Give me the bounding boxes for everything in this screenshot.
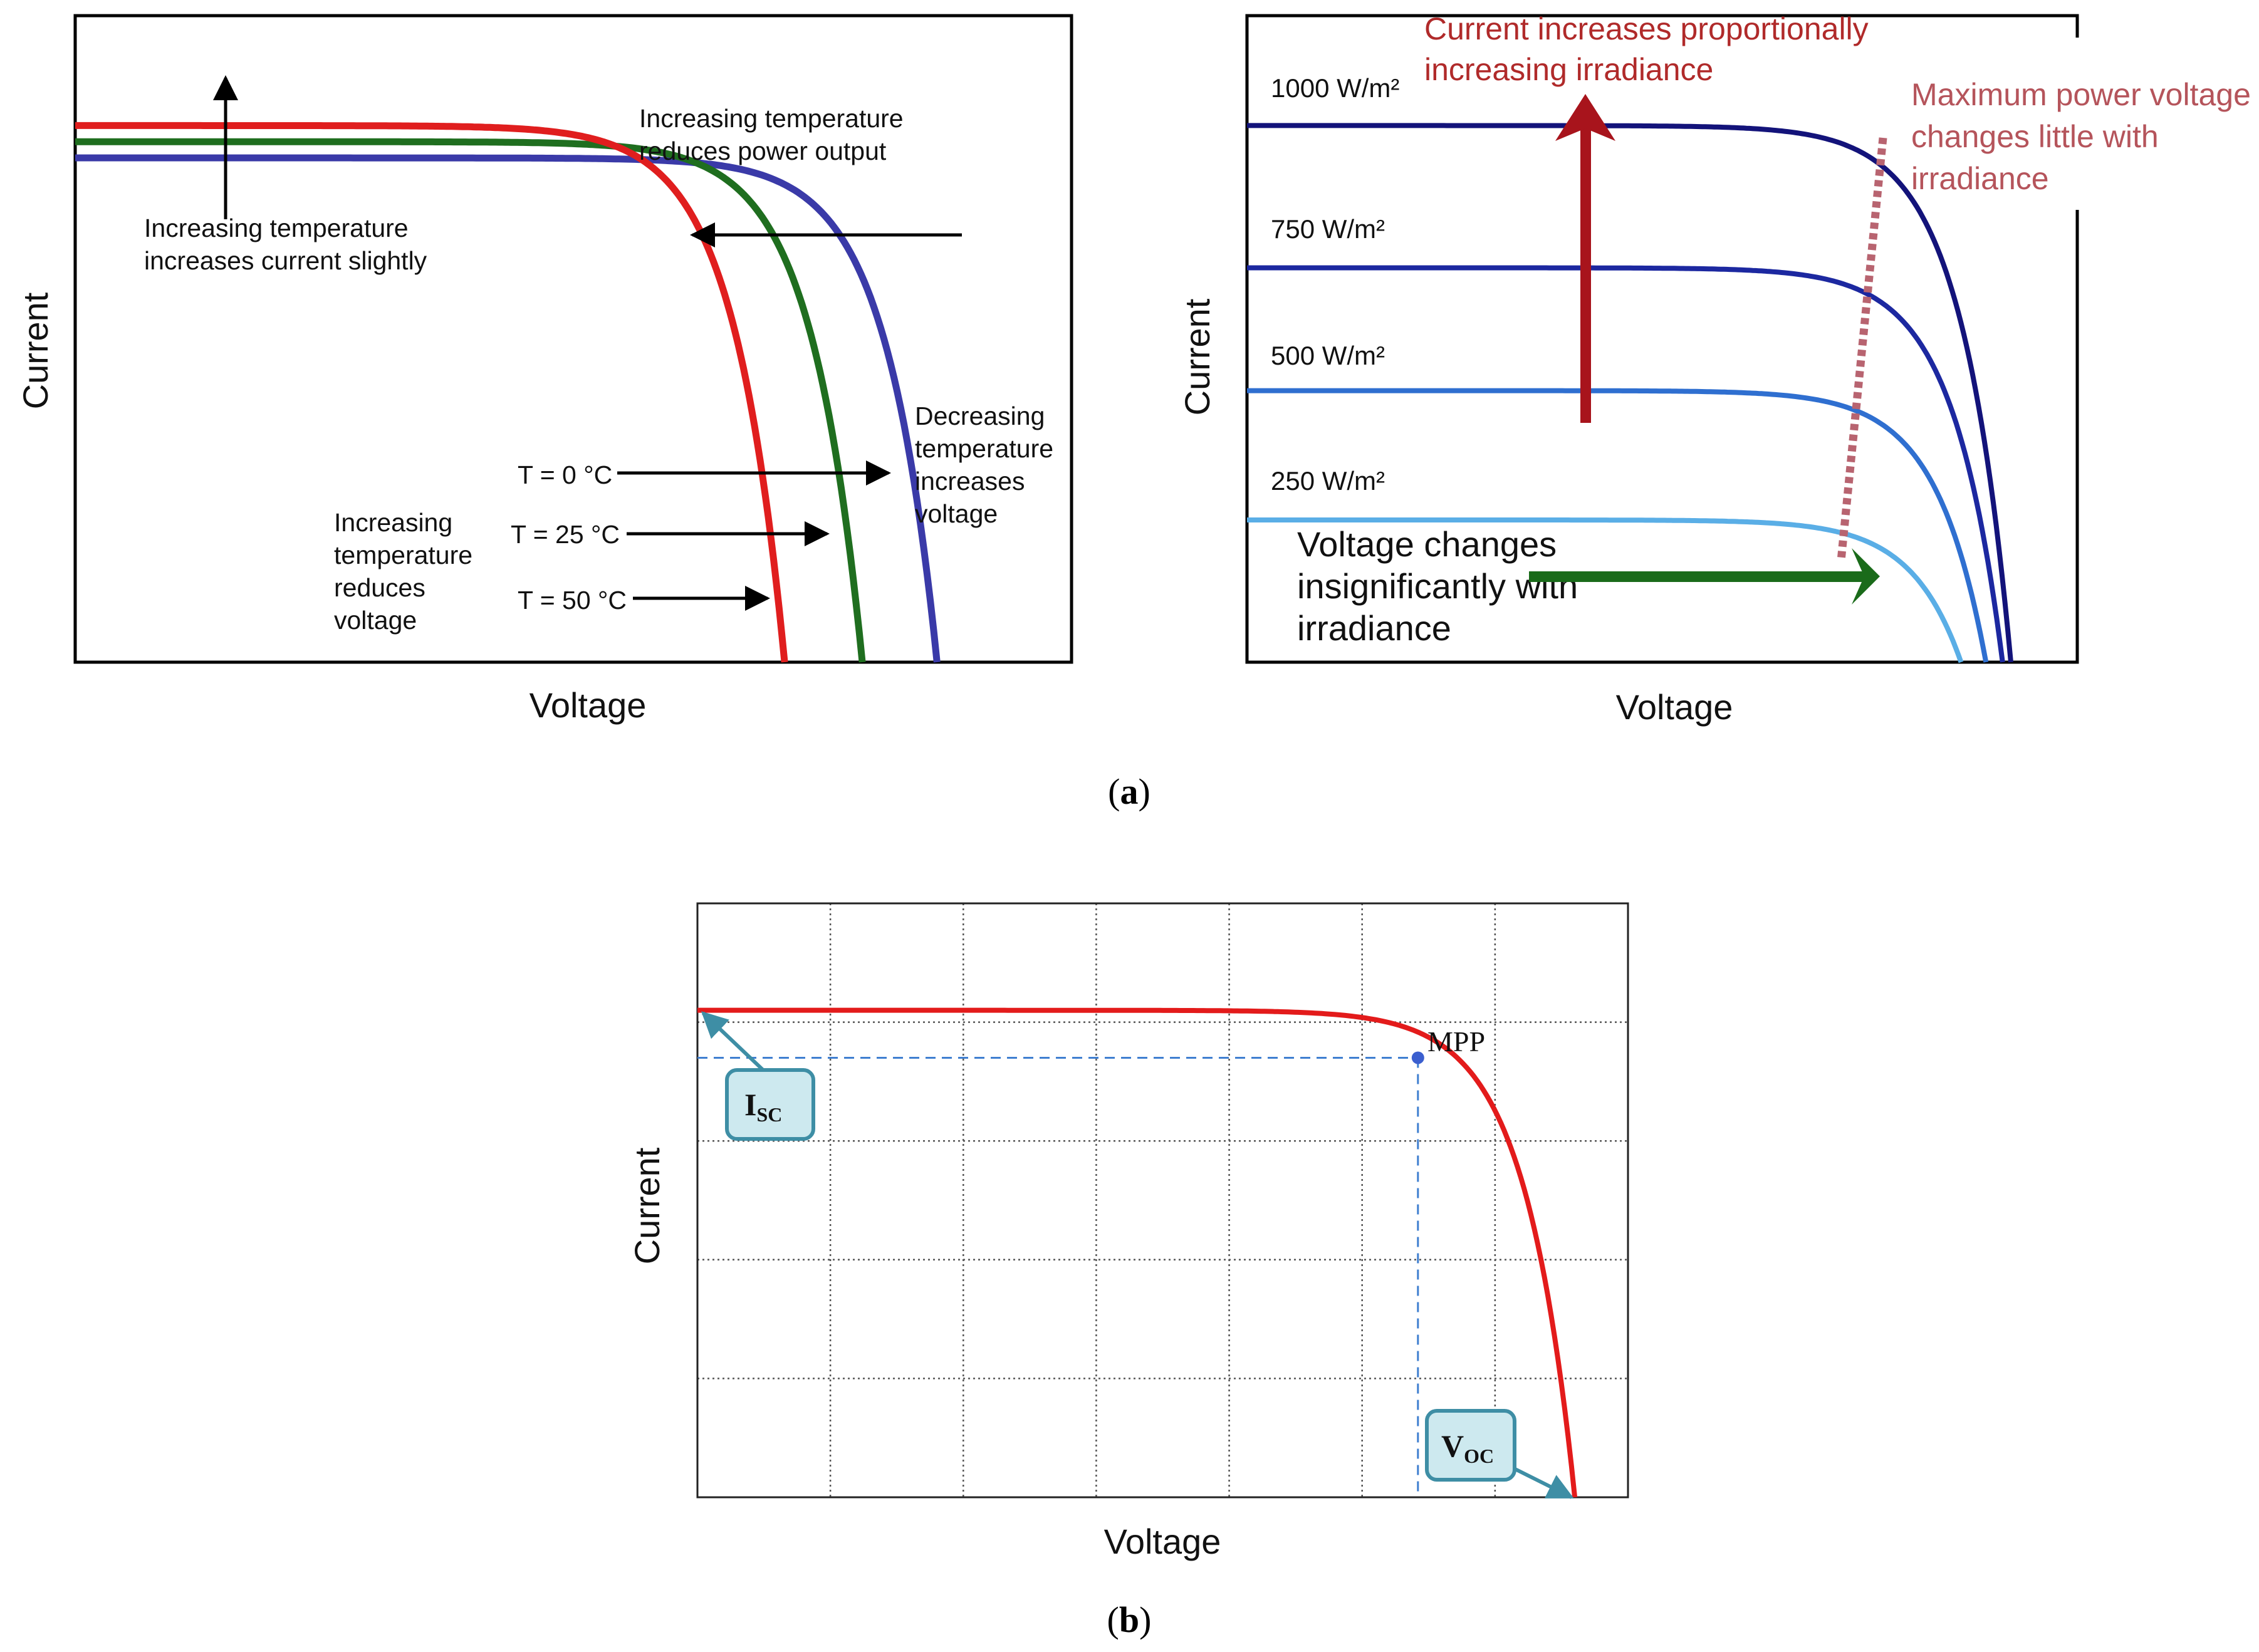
temp-note-voltdown-3: reduces <box>334 573 425 602</box>
irr-note-volt-3: irradiance <box>1297 608 1451 648</box>
irr-volt-arrow-shaft <box>1529 571 1867 582</box>
b-mpp-label: MPP <box>1427 1026 1485 1057</box>
b-iv-curve <box>697 1007 1578 1498</box>
b-ylabel: Current <box>627 1147 667 1264</box>
irr-curve-1 <box>1247 265 2005 663</box>
panel-temperature: Current Voltage Increasing temperature i… <box>16 14 1073 725</box>
irr-note-mpp-1: Maximum power voltage <box>1911 77 2251 112</box>
temp-note-current-1: Increasing temperature <box>144 214 409 242</box>
irr-label-500: 500 W/m² <box>1271 341 1385 370</box>
temp-note-voltdown-1: Increasing <box>334 508 452 537</box>
caption-a: (a) <box>1108 771 1150 812</box>
b-curve <box>697 1007 1578 1498</box>
irr-note-current-1: Current increases proportionally <box>1424 11 1869 46</box>
b-isc-callout <box>725 1068 815 1141</box>
temp-note-current-2: increases current slightly <box>144 246 427 275</box>
b-grid <box>697 903 1628 1497</box>
temp-curve-2 <box>74 122 788 663</box>
irr-note-mpp-2: changes little with <box>1911 119 2159 154</box>
b-mpp-point <box>1411 1051 1424 1064</box>
temp-ylabel: Current <box>16 292 55 409</box>
temp-note-voltup-1: Decreasing <box>915 402 1045 430</box>
temp-label-t0: T = 0 °C <box>518 460 612 489</box>
temp-note-voltdown-2: temperature <box>334 541 472 569</box>
irr-curve-2 <box>1247 388 1989 663</box>
irr-current-arrow-head <box>1555 94 1615 141</box>
irr-note-current-2: increasing irradiance <box>1424 52 1713 87</box>
panel-b: Current Voltage MPP ISC VOC <box>627 902 1629 1561</box>
temp-note-voltup-4: voltage <box>915 499 998 528</box>
irr-label-1000: 1000 W/m² <box>1271 73 1399 103</box>
b-guides <box>697 1056 1419 1497</box>
b-voc-label: VOC <box>1441 1428 1494 1467</box>
temp-note-power-2: reduces power output <box>639 137 887 165</box>
irr-plot-frame <box>1245 14 2079 664</box>
temp-note-voltup-3: increases <box>915 467 1025 496</box>
b-voc-callout <box>1425 1409 1516 1482</box>
irr-note-volt-1: Voltage changes <box>1297 524 1557 564</box>
irr-current-arrow-shaft <box>1580 128 1591 423</box>
temp-curves <box>74 122 941 663</box>
temp-curve-0 <box>75 154 941 663</box>
b-isc-pointer <box>701 1011 768 1074</box>
b-plot-frame <box>696 902 1629 1499</box>
temp-label-t50: T = 50 °C <box>518 586 627 615</box>
b-isc-label: ISC <box>744 1087 782 1126</box>
irr-xlabel: Voltage <box>1616 687 1733 727</box>
temp-xlabel: Voltage <box>530 685 647 725</box>
irr-label-750: 750 W/m² <box>1271 214 1385 244</box>
irr-note-mpp-3: irradiance <box>1911 161 2049 196</box>
temp-note-voltdown-4: voltage <box>334 606 417 635</box>
irr-curve-0 <box>1247 123 2013 663</box>
irr-volt-arrow-head <box>1852 548 1880 605</box>
b-xlabel: Voltage <box>1104 1522 1221 1561</box>
temp-plot-frame <box>73 14 1073 664</box>
temp-curve-1 <box>75 138 866 663</box>
irr-mpp-dotted-line <box>1837 137 1887 561</box>
irr-ylabel: Current <box>1177 298 1217 415</box>
temp-note-voltup-2: temperature <box>915 434 1053 463</box>
b-voc-pointer <box>1510 1465 1574 1499</box>
panel-irradiance: Current Voltage 1000 W/m² 750 W/m² 500 W… <box>1177 11 2251 727</box>
temp-note-power-1: Increasing temperature <box>639 104 904 133</box>
irr-label-250: 250 W/m² <box>1271 466 1385 496</box>
temp-label-t25: T = 25 °C <box>511 520 620 549</box>
caption-b: (b) <box>1107 1599 1152 1640</box>
